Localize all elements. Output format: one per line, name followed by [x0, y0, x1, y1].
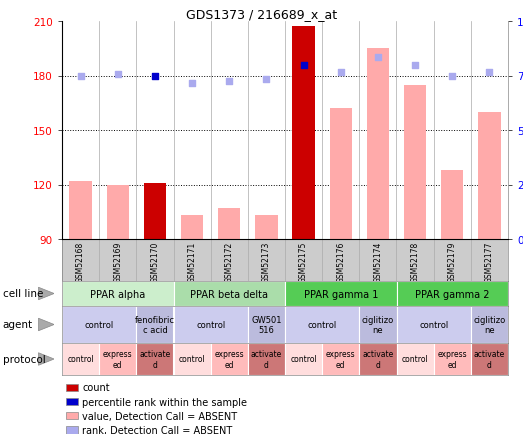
Point [299, 62, 308, 69]
Text: agent: agent [3, 320, 33, 330]
Bar [471, 306, 508, 343]
Bar [404, 85, 426, 240]
Bar [99, 343, 137, 375]
Bar [218, 209, 241, 240]
Bar [292, 27, 315, 240]
Bar [396, 306, 471, 343]
Text: express
ed: express ed [214, 349, 244, 369]
Text: control: control [196, 320, 225, 329]
Text: control: control [67, 355, 94, 364]
Text: fenofibric
c acid: fenofibric c acid [135, 315, 175, 335]
Bar [434, 343, 471, 375]
Text: GSM52169: GSM52169 [113, 242, 122, 283]
Bar [285, 281, 396, 306]
Bar [144, 183, 166, 240]
Text: PPAR gamma 2: PPAR gamma 2 [415, 289, 490, 299]
Bar [62, 343, 99, 375]
Bar [367, 49, 389, 240]
Bar [396, 281, 508, 306]
Bar [62, 281, 174, 306]
Bar [329, 109, 352, 240]
Text: activate
d: activate d [251, 349, 282, 369]
Text: control: control [179, 355, 206, 364]
Text: express
ed: express ed [437, 349, 467, 369]
Point [448, 73, 457, 80]
Bar [248, 343, 285, 375]
Point [374, 55, 382, 62]
Bar [396, 343, 434, 375]
Point [262, 76, 270, 83]
Text: GSM52178: GSM52178 [411, 242, 419, 283]
Bar [285, 343, 322, 375]
Text: GSM52175: GSM52175 [299, 242, 308, 283]
Text: ciglitizo
ne: ciglitizo ne [362, 315, 394, 335]
Bar [66, 398, 77, 405]
Text: control: control [419, 320, 448, 329]
Text: protocol: protocol [3, 354, 46, 364]
Text: GDS1373 / 216689_x_at: GDS1373 / 216689_x_at [186, 8, 337, 21]
Text: GSM52171: GSM52171 [188, 242, 197, 283]
Point [76, 73, 85, 80]
Text: control: control [308, 320, 337, 329]
Text: PPAR beta delta: PPAR beta delta [190, 289, 268, 299]
Bar [181, 216, 203, 240]
Bar [478, 112, 501, 240]
Polygon shape [39, 353, 54, 365]
Bar [66, 426, 77, 434]
Text: express
ed: express ed [103, 349, 132, 369]
Text: activate
d: activate d [474, 349, 505, 369]
Point [113, 71, 122, 78]
Point [411, 62, 419, 69]
Text: percentile rank within the sample: percentile rank within the sample [82, 397, 247, 407]
Text: GSM52173: GSM52173 [262, 242, 271, 283]
Point [151, 73, 159, 80]
Text: GW501
516: GW501 516 [251, 315, 282, 335]
Bar [255, 216, 278, 240]
Text: activate
d: activate d [362, 349, 393, 369]
Text: GSM52177: GSM52177 [485, 242, 494, 283]
Text: activate
d: activate d [139, 349, 170, 369]
Bar [66, 384, 77, 391]
Text: express
ed: express ed [326, 349, 356, 369]
Bar [107, 185, 129, 240]
Text: value, Detection Call = ABSENT: value, Detection Call = ABSENT [82, 411, 237, 421]
Bar [211, 343, 248, 375]
Text: rank, Detection Call = ABSENT: rank, Detection Call = ABSENT [82, 425, 232, 434]
Bar [174, 306, 248, 343]
Text: GSM52174: GSM52174 [373, 242, 382, 283]
Text: GSM52172: GSM52172 [225, 242, 234, 283]
Text: control: control [85, 320, 114, 329]
Point [225, 78, 233, 85]
Bar [137, 306, 174, 343]
Bar [441, 171, 463, 240]
Text: PPAR alpha: PPAR alpha [90, 289, 145, 299]
Text: control: control [290, 355, 317, 364]
Bar [66, 412, 77, 420]
Bar [359, 343, 396, 375]
Text: GSM52168: GSM52168 [76, 242, 85, 283]
Bar [248, 306, 285, 343]
Point [485, 69, 494, 76]
Polygon shape [39, 288, 54, 300]
Bar [471, 343, 508, 375]
Bar [285, 306, 359, 343]
Bar [322, 343, 359, 375]
Text: GSM52170: GSM52170 [151, 242, 160, 283]
Bar [359, 306, 396, 343]
Bar [174, 281, 285, 306]
Text: ciglitizo
ne: ciglitizo ne [473, 315, 506, 335]
Bar [70, 181, 92, 240]
Point [337, 69, 345, 76]
Text: GSM52179: GSM52179 [448, 242, 457, 283]
Text: PPAR gamma 1: PPAR gamma 1 [303, 289, 378, 299]
Bar [174, 343, 211, 375]
Bar [137, 343, 174, 375]
Text: GSM52176: GSM52176 [336, 242, 345, 283]
Text: cell line: cell line [3, 289, 43, 299]
Text: count: count [82, 382, 110, 392]
Polygon shape [39, 319, 54, 331]
Text: control: control [402, 355, 428, 364]
Bar [62, 306, 137, 343]
Point [188, 80, 196, 87]
